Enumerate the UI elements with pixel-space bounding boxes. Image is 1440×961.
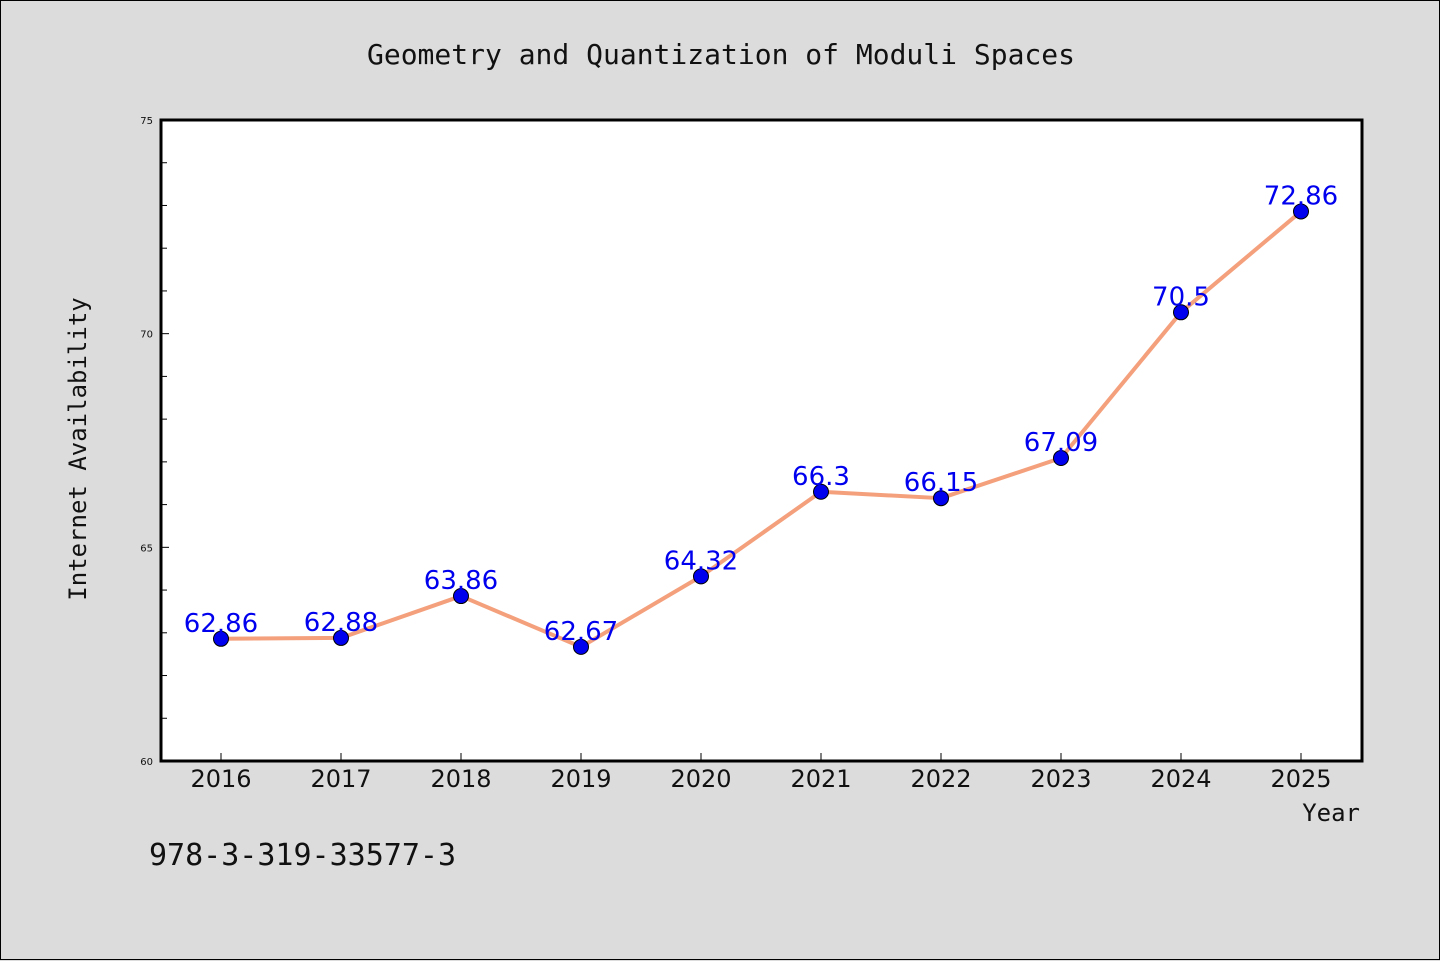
y-tick-label: 60 xyxy=(140,757,153,768)
x-axis-label: Year xyxy=(1302,799,1360,827)
data-label: 62.88 xyxy=(304,608,378,638)
data-labels: 62.86 62.88 63.86 62.67 64.32 66.3 66.15 67.09 7… xyxy=(184,181,1338,646)
y-axis-label: Internet Availability xyxy=(64,297,92,600)
x-tick-label: 2018 xyxy=(430,765,491,793)
x-tick-label: 2017 xyxy=(310,765,371,793)
data-label: 62.67 xyxy=(544,617,618,647)
x-axis-ticks: 2016 2017 2018 2019 2020 2021 2022 2023 2024 2025 xyxy=(190,753,1332,793)
data-label: 72.86 xyxy=(1264,181,1338,211)
series-markers xyxy=(213,203,1309,655)
data-point xyxy=(333,629,349,646)
x-tick-label: 2021 xyxy=(790,765,851,793)
x-tick-label: 2025 xyxy=(1270,765,1331,793)
y-tick-label: 75 xyxy=(140,116,153,127)
data-point xyxy=(573,638,589,655)
data-point xyxy=(1053,450,1069,467)
x-tick-label: 2024 xyxy=(1150,765,1211,793)
data-label: 64.32 xyxy=(664,546,738,576)
data-point xyxy=(213,630,229,647)
y-tick-label: 65 xyxy=(140,543,153,554)
data-label: 67.09 xyxy=(1024,428,1098,458)
y-minor-ticks xyxy=(161,162,167,719)
x-tick-label: 2016 xyxy=(190,765,251,793)
y-tick-label: 70 xyxy=(140,330,153,341)
data-point xyxy=(693,568,709,585)
x-tick-label: 2023 xyxy=(1030,765,1091,793)
data-point xyxy=(453,588,469,605)
x-tick-label: 2022 xyxy=(910,765,971,793)
data-label: 63.86 xyxy=(424,566,498,596)
chart-title: Geometry and Quantization of Moduli Spac… xyxy=(367,38,1075,71)
y-axis-ticks: 60 65 70 75 xyxy=(140,116,169,768)
isbn-text: 978-3-319-33577-3 xyxy=(149,838,456,873)
data-point xyxy=(813,483,829,500)
data-point xyxy=(933,490,949,507)
x-tick-label: 2020 xyxy=(670,765,731,793)
series-line xyxy=(220,209,1303,649)
data-label: 70.5 xyxy=(1152,282,1210,312)
data-point xyxy=(1293,203,1309,220)
data-point xyxy=(1173,304,1189,321)
data-label: 66.15 xyxy=(904,468,978,498)
data-label: 66.3 xyxy=(792,462,850,492)
x-tick-label: 2019 xyxy=(550,765,611,793)
data-label: 62.86 xyxy=(184,609,258,639)
plot-area xyxy=(159,118,1364,763)
